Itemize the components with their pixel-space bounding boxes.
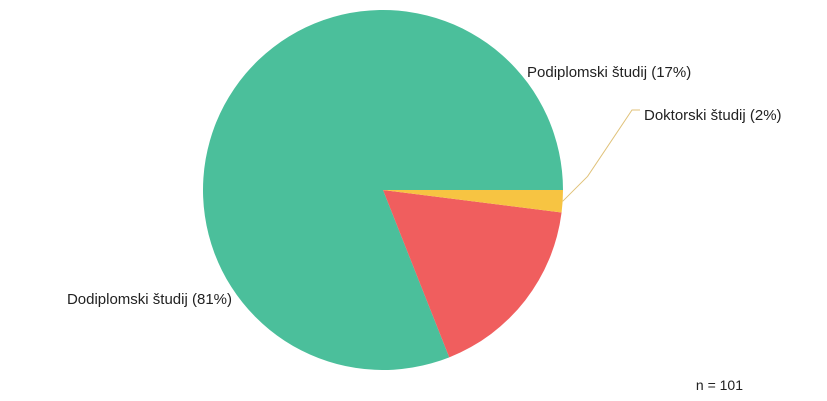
slice-label-2: Podiplomski študij (17%) xyxy=(527,64,691,81)
pie-slice-3 xyxy=(383,190,563,213)
slice-label-1: Dodiplomski študij (81%) xyxy=(67,291,232,308)
pie-slice-2 xyxy=(383,190,562,358)
pie-slice-1 xyxy=(203,10,563,371)
leader-lines xyxy=(562,109,640,202)
slice-label-3: Doktorski študij (2%) xyxy=(644,107,782,124)
pie-slices xyxy=(203,10,563,371)
leader-line-3 xyxy=(562,109,640,202)
slice-labels: Dodiplomski študij (81%) Podiplomski štud… xyxy=(67,64,782,308)
sample-size-label: n = 101 xyxy=(696,377,743,393)
